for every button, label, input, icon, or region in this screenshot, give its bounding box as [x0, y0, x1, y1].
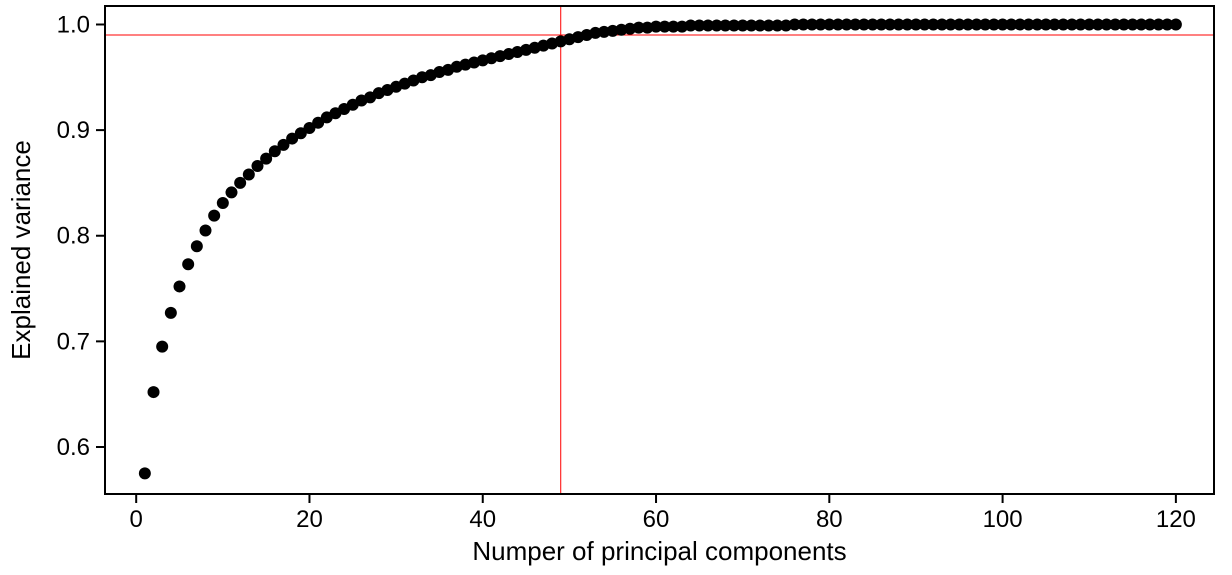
x-tick-label: 120: [1156, 506, 1196, 533]
y-tick-label: 0.9: [57, 117, 90, 144]
data-point: [148, 386, 160, 398]
data-point: [200, 224, 212, 236]
y-tick-label: 0.6: [57, 434, 90, 461]
data-point: [165, 307, 177, 319]
data-point: [139, 467, 151, 479]
data-point: [208, 210, 220, 222]
x-tick-label: 80: [816, 506, 843, 533]
chart-svg: 0 20 40 60 80 100 120 0.6 0.7 0.8 0.9 1.0 Numper of …: [0, 0, 1232, 575]
data-point: [1170, 18, 1182, 30]
data-point: [225, 186, 237, 198]
explained-variance-chart: 0 20 40 60 80 100 120 0.6 0.7 0.8 0.9 1.0 Numper of …: [0, 0, 1232, 575]
x-tick-label: 60: [643, 506, 670, 533]
y-tick-label: 0.8: [57, 223, 90, 250]
data-point: [156, 341, 168, 353]
y-tick-label: 1.0: [57, 11, 90, 38]
data-point: [234, 177, 246, 189]
x-tick-label: 100: [983, 506, 1023, 533]
data-point: [182, 258, 194, 270]
data-point: [191, 240, 203, 252]
x-tick-label: 20: [296, 506, 323, 533]
x-tick-label: 0: [130, 506, 143, 533]
x-tick-label: 40: [469, 506, 496, 533]
data-point: [217, 197, 229, 209]
y-axis-label: Explained variance: [6, 140, 36, 360]
data-point: [174, 280, 186, 292]
data-point: [243, 168, 255, 180]
x-axis-label: Numper of principal components: [472, 536, 846, 566]
y-tick-label: 0.7: [57, 328, 90, 355]
